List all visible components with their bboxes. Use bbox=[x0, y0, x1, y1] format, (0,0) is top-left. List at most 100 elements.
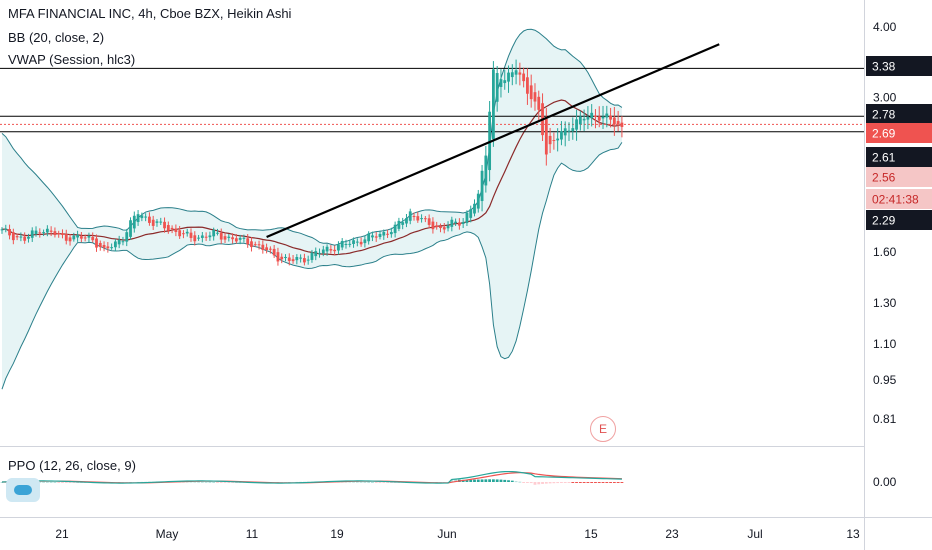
candle-body[interactable] bbox=[340, 240, 344, 248]
candle-body[interactable] bbox=[333, 249, 337, 252]
price-badge[interactable] bbox=[866, 147, 932, 167]
candle-body[interactable] bbox=[212, 229, 216, 237]
candle-body[interactable] bbox=[578, 116, 582, 125]
price-badge[interactable] bbox=[866, 123, 932, 143]
candle-body[interactable] bbox=[514, 70, 518, 75]
candle-body[interactable] bbox=[132, 215, 136, 229]
ppo-legend[interactable]: PPO (12, 26, close, 9) bbox=[8, 458, 136, 473]
candle-body[interactable] bbox=[91, 236, 95, 241]
candle-body[interactable] bbox=[329, 249, 333, 251]
price-badge[interactable] bbox=[866, 189, 932, 209]
candle-body[interactable] bbox=[609, 115, 612, 120]
candle-body[interactable] bbox=[344, 243, 348, 245]
candle-body[interactable] bbox=[27, 236, 30, 239]
candle-body[interactable] bbox=[303, 258, 306, 263]
candle-body[interactable] bbox=[257, 244, 261, 246]
candle-body[interactable] bbox=[548, 135, 552, 145]
candle-body[interactable] bbox=[250, 241, 253, 248]
candle-body[interactable] bbox=[575, 119, 578, 130]
candle-body[interactable] bbox=[552, 140, 556, 142]
candle-body[interactable] bbox=[227, 236, 231, 238]
candle-body[interactable] bbox=[359, 241, 363, 245]
candle-body[interactable] bbox=[378, 234, 382, 238]
candle-body[interactable] bbox=[363, 239, 367, 244]
candle-body[interactable] bbox=[219, 232, 223, 240]
pane-separator[interactable] bbox=[0, 446, 864, 447]
candle-body[interactable] bbox=[291, 259, 295, 262]
bb-upper-line[interactable] bbox=[1, 28, 623, 246]
candle-body[interactable] bbox=[98, 242, 102, 248]
candle-body[interactable] bbox=[386, 233, 389, 235]
candle-body[interactable] bbox=[601, 116, 605, 119]
candle-body[interactable] bbox=[454, 221, 457, 224]
candle-body[interactable] bbox=[68, 237, 72, 242]
candle-body[interactable] bbox=[544, 118, 548, 155]
candle-body[interactable] bbox=[318, 252, 321, 254]
candle-body[interactable] bbox=[208, 235, 212, 238]
candle-body[interactable] bbox=[518, 72, 522, 75]
candle-body[interactable] bbox=[522, 73, 526, 82]
candle-body[interactable] bbox=[15, 236, 19, 238]
price-badge[interactable] bbox=[866, 167, 932, 187]
candle-body[interactable] bbox=[140, 215, 144, 219]
candle-body[interactable] bbox=[148, 216, 151, 223]
candle-body[interactable] bbox=[200, 235, 204, 238]
candle-body[interactable] bbox=[306, 259, 310, 261]
trendline[interactable] bbox=[266, 43, 720, 239]
candle-body[interactable] bbox=[30, 230, 34, 238]
candle-body[interactable] bbox=[163, 221, 166, 229]
candle-body[interactable] bbox=[393, 224, 397, 234]
candle-body[interactable] bbox=[427, 218, 431, 225]
candle-body[interactable] bbox=[473, 203, 476, 214]
candle-body[interactable] bbox=[367, 233, 371, 242]
candle-body[interactable] bbox=[193, 235, 197, 242]
candle-body[interactable] bbox=[53, 231, 57, 236]
candle-body[interactable] bbox=[268, 248, 272, 250]
candle-body[interactable] bbox=[510, 72, 514, 78]
candle-body[interactable] bbox=[246, 238, 250, 245]
candle-body[interactable] bbox=[590, 112, 594, 119]
candle-body[interactable] bbox=[374, 236, 378, 238]
candle-body[interactable] bbox=[446, 225, 450, 229]
candle-body[interactable] bbox=[382, 232, 386, 236]
candle-body[interactable] bbox=[401, 222, 405, 225]
symbol-legend[interactable]: MFA FINANCIAL INC, 4h, Cboe BZX, Heikin … bbox=[8, 6, 292, 21]
bb-legend[interactable]: BB (20, close, 2) bbox=[8, 30, 105, 45]
candle-body[interactable] bbox=[348, 243, 352, 245]
candle-body[interactable] bbox=[197, 237, 200, 239]
candle-body[interactable] bbox=[465, 212, 469, 224]
candle-body[interactable] bbox=[450, 219, 454, 227]
candle-body[interactable] bbox=[61, 233, 64, 235]
candle-body[interactable] bbox=[49, 230, 53, 232]
candle-body[interactable] bbox=[34, 230, 38, 235]
candle-body[interactable] bbox=[442, 227, 446, 230]
candle-body[interactable] bbox=[155, 221, 159, 223]
candle-body[interactable] bbox=[371, 235, 374, 238]
candle-body[interactable] bbox=[431, 221, 435, 230]
candle-body[interactable] bbox=[476, 193, 480, 209]
candle-body[interactable] bbox=[110, 247, 114, 249]
candle-body[interactable] bbox=[129, 220, 132, 237]
vwap-legend[interactable]: VWAP (Session, hlc3) bbox=[8, 52, 136, 67]
tradingview-logo-icon[interactable] bbox=[6, 478, 40, 502]
candle-body[interactable] bbox=[87, 235, 91, 238]
candle-body[interactable] bbox=[337, 244, 340, 251]
candle-body[interactable] bbox=[64, 234, 68, 241]
candle-body[interactable] bbox=[185, 231, 189, 234]
candle-body[interactable] bbox=[280, 256, 284, 260]
candle-body[interactable] bbox=[412, 216, 416, 218]
candle-body[interactable] bbox=[238, 237, 242, 240]
candle-body[interactable] bbox=[537, 96, 541, 110]
candle-body[interactable] bbox=[216, 232, 219, 234]
candle-body[interactable] bbox=[170, 227, 174, 230]
candle-body[interactable] bbox=[492, 69, 495, 140]
candle-body[interactable] bbox=[571, 128, 575, 132]
candle-body[interactable] bbox=[314, 251, 318, 257]
candle-body[interactable] bbox=[276, 252, 280, 262]
candle-body[interactable] bbox=[567, 130, 571, 132]
candle-body[interactable] bbox=[533, 92, 537, 102]
candle-body[interactable] bbox=[560, 131, 563, 140]
candle-body[interactable] bbox=[416, 216, 420, 221]
candle-body[interactable] bbox=[457, 222, 461, 226]
candle-body[interactable] bbox=[484, 155, 488, 186]
